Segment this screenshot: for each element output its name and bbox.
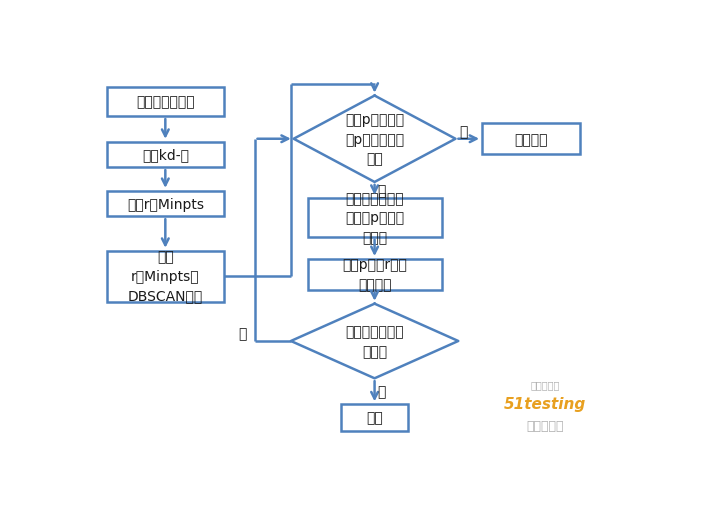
Text: 设定r和Minpts: 设定r和Minpts	[127, 197, 204, 211]
Text: 输入待聚类数据: 输入待聚类数据	[136, 95, 194, 109]
Text: 遍历p所在r内的
所有数据: 遍历p所在r内的 所有数据	[342, 258, 407, 291]
Text: 否: 否	[378, 384, 386, 399]
FancyBboxPatch shape	[107, 88, 224, 117]
Text: 基于
r和Minpts的
DBSCAN聚类: 基于 r和Minpts的 DBSCAN聚类	[127, 250, 203, 303]
Text: 博为峰旗下: 博为峰旗下	[530, 379, 559, 389]
Text: 构建kd-树: 构建kd-树	[142, 148, 189, 162]
Text: 软件测试网: 软件测试网	[526, 419, 564, 432]
Text: 51testing: 51testing	[504, 397, 586, 411]
Text: 开始新的划分对
象，将p标记为
已处理: 开始新的划分对 象，将p标记为 已处理	[345, 191, 404, 244]
FancyBboxPatch shape	[107, 251, 224, 302]
Text: 不做处理: 不做处理	[514, 132, 548, 147]
Text: 结束: 结束	[366, 411, 383, 425]
FancyBboxPatch shape	[307, 198, 441, 237]
Polygon shape	[294, 96, 456, 183]
Text: 是: 是	[459, 125, 468, 139]
FancyBboxPatch shape	[107, 191, 224, 217]
Text: 数据是否还有未
处理点: 数据是否还有未 处理点	[346, 325, 404, 358]
Text: 任选p，空间搜
索p是否满足核
心点: 任选p，空间搜 索p是否满足核 心点	[345, 113, 404, 166]
FancyBboxPatch shape	[482, 124, 580, 155]
Text: 是: 是	[378, 183, 386, 197]
Polygon shape	[291, 304, 459, 379]
Text: 是: 是	[238, 326, 246, 341]
FancyBboxPatch shape	[107, 143, 224, 168]
FancyBboxPatch shape	[341, 405, 408, 431]
FancyBboxPatch shape	[307, 260, 441, 290]
